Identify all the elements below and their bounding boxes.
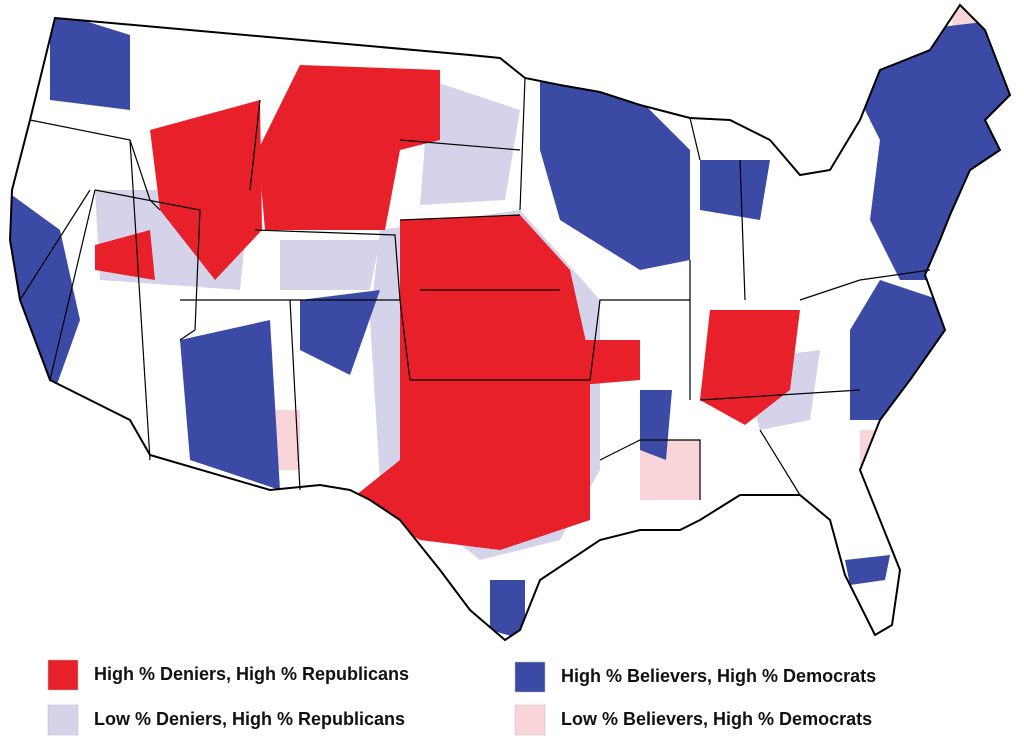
legend-label: Low % Believers, High % Democrats bbox=[561, 709, 872, 729]
region bbox=[830, 20, 1010, 280]
legend-swatch bbox=[47, 704, 79, 736]
region bbox=[700, 160, 770, 220]
region bbox=[490, 580, 525, 640]
legend-swatch bbox=[514, 661, 546, 693]
state-borders bbox=[8, 3, 1012, 642]
region bbox=[50, 10, 130, 110]
region bbox=[640, 390, 672, 460]
legend-swatch bbox=[47, 659, 79, 691]
region bbox=[700, 310, 800, 425]
legend: High % Deniers, High % Republicans High %… bbox=[47, 659, 876, 736]
legend-label: High % Deniers, High % Republicans bbox=[94, 664, 409, 684]
region bbox=[150, 100, 262, 280]
region bbox=[570, 340, 640, 385]
region bbox=[850, 280, 945, 420]
legend-label: Low % Deniers, High % Republicans bbox=[94, 709, 405, 729]
region bbox=[845, 555, 890, 585]
region bbox=[180, 320, 280, 490]
region bbox=[258, 65, 440, 230]
region bbox=[280, 240, 380, 290]
legend-swatch bbox=[514, 704, 546, 736]
region bbox=[420, 80, 520, 205]
us-outline bbox=[8, 3, 1012, 642]
region bbox=[860, 430, 895, 470]
region bbox=[540, 60, 690, 270]
region bbox=[95, 230, 155, 280]
us-map bbox=[8, 3, 1012, 642]
county-regions bbox=[10, 5, 1010, 640]
legend-label: High % Believers, High % Democrats bbox=[561, 666, 876, 686]
region bbox=[350, 215, 590, 550]
region bbox=[300, 290, 380, 375]
